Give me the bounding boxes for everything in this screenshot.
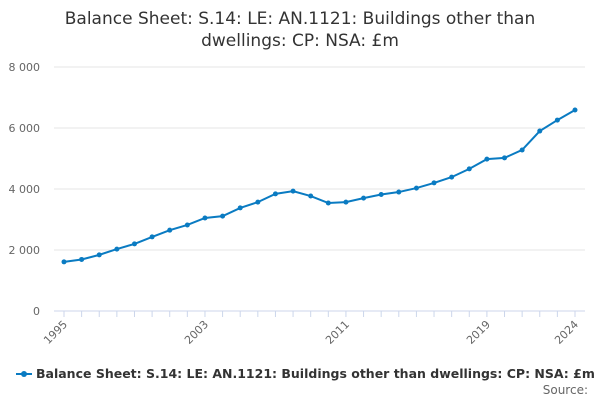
y-tick-label: 8 000 <box>9 61 41 74</box>
data-point <box>466 166 472 172</box>
data-point <box>272 191 278 197</box>
legend-label: Balance Sheet: S.14: LE: AN.1121: Buildi… <box>36 366 595 381</box>
legend-item[interactable]: Balance Sheet: S.14: LE: AN.1121: Buildi… <box>16 366 595 381</box>
data-point <box>255 199 261 205</box>
data-point <box>96 252 102 258</box>
x-tick-label: 2003 <box>182 318 211 347</box>
data-point <box>220 213 226 219</box>
data-point <box>484 156 490 162</box>
data-point <box>537 128 543 134</box>
data-point <box>290 188 296 194</box>
data-point <box>237 205 243 211</box>
data-point <box>167 227 173 233</box>
y-tick-label: 2 000 <box>9 244 41 257</box>
data-point <box>325 200 331 206</box>
data-point <box>79 256 85 262</box>
data-point <box>202 215 208 221</box>
y-tick-label: 4 000 <box>9 183 41 196</box>
x-tick-label: 2024 <box>552 318 581 347</box>
data-point <box>114 246 120 252</box>
series-line <box>63 109 576 263</box>
source-label: Source: <box>542 383 588 397</box>
x-tick-label: 2011 <box>323 318 352 347</box>
x-tick-label: 2019 <box>464 318 493 347</box>
data-point <box>61 259 67 265</box>
data-point <box>131 241 137 247</box>
data-point <box>449 174 455 180</box>
data-point <box>554 117 560 123</box>
legend-marker-icon <box>16 370 32 377</box>
data-point <box>572 107 578 113</box>
data-point <box>343 199 349 205</box>
chart-title: Balance Sheet: S.14: LE: AN.1121: Buildi… <box>64 9 536 51</box>
y-tick-label: 6 000 <box>9 122 41 135</box>
data-point <box>519 147 525 153</box>
data-point <box>502 155 508 161</box>
data-point <box>396 189 402 195</box>
data-point <box>378 191 384 197</box>
data-point <box>308 193 314 199</box>
y-tick-label: 0 <box>33 305 40 318</box>
data-point <box>149 234 155 240</box>
data-point <box>431 180 437 186</box>
data-point <box>361 195 367 201</box>
data-point <box>184 222 190 228</box>
data-point <box>413 185 419 191</box>
x-tick-label: 1995 <box>41 318 70 347</box>
